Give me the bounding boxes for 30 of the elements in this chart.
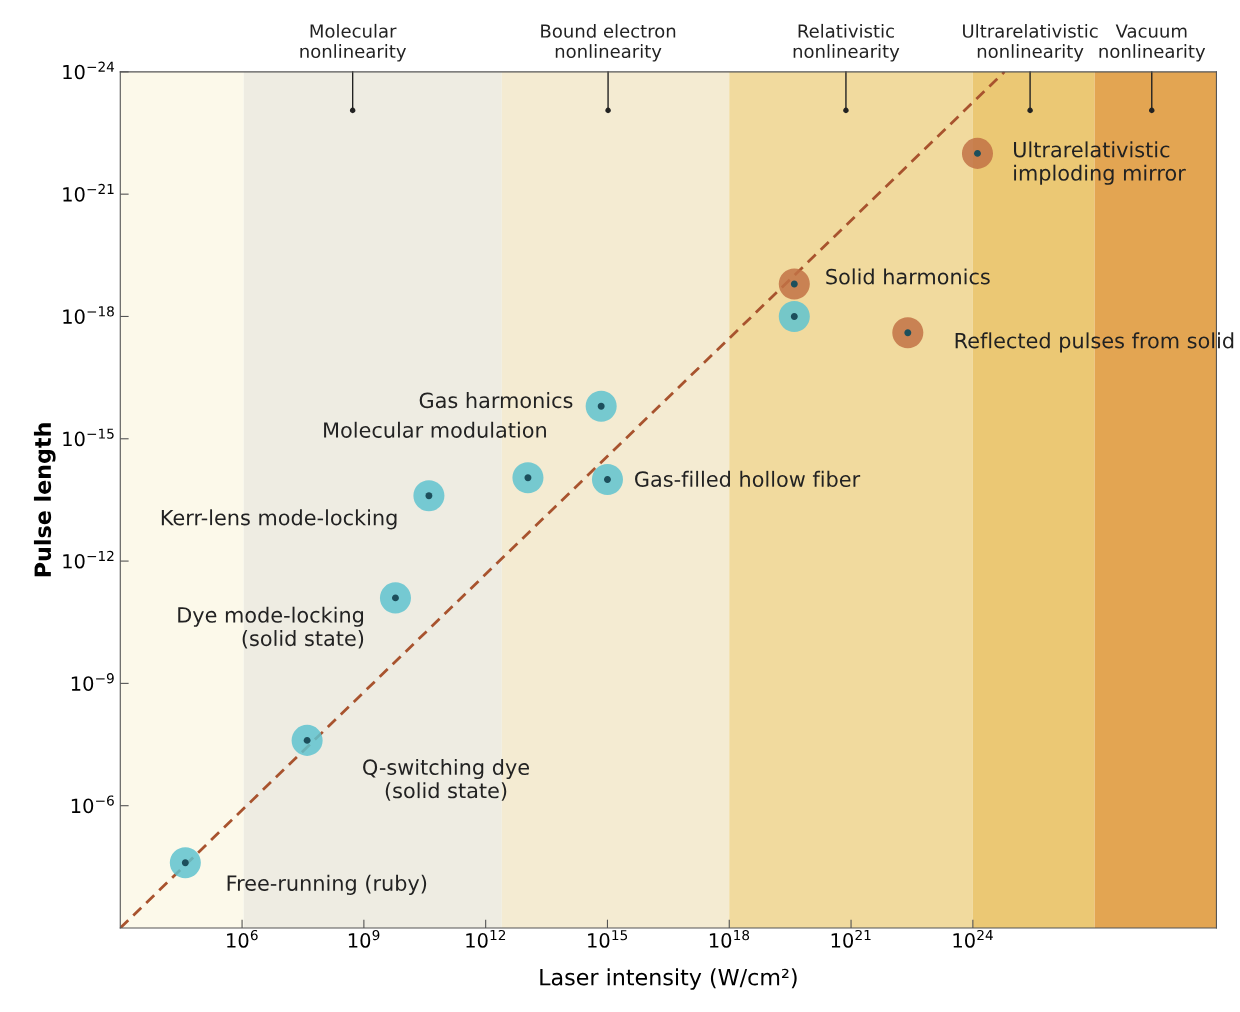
x-tick-label: 10$^{18}$ [709, 929, 750, 948]
annotation: Ultrarelativistic imploding mirror [1014, 141, 1186, 185]
annotation: Dye mode-locking (solid state) [178, 606, 364, 649]
x-tick-label: 10$^{12}$ [466, 929, 506, 948]
y-tick-label: 10$^{−9}$ [71, 673, 114, 691]
y-tick-label: 10$^{−15}$ [63, 428, 114, 447]
text: Molecular nonlinearity [300, 23, 407, 62]
x-tick-label: 10$^{6}$ [227, 929, 258, 948]
x-tick-label: 10$^{21}$ [831, 929, 871, 948]
y-tick-label: 10$^{−6}$ [71, 795, 114, 814]
annotation: Free-running (ruby) [227, 874, 427, 895]
x-axis-title: Laser intensity (W/cm²) [540, 968, 797, 990]
annotation: Gas harmonics [419, 392, 573, 409]
x-tick-label: 10$^{24}$ [953, 929, 993, 948]
annotation: Q-switching dye (solid state) [363, 758, 529, 801]
y-tick-label: 10$^{−18}$ [63, 306, 114, 324]
text: Vacuum nonlinearity [1099, 24, 1206, 62]
annotation: Gas-filled hollow fiber [635, 470, 861, 487]
annotation: Kerr-lens mode-locking [161, 509, 397, 530]
annotation: Molecular modulation [324, 421, 546, 438]
text: Ultrarelativistic nonlinearity [963, 23, 1098, 62]
text: Relativistic nonlinearity [793, 23, 900, 62]
annotation: Solid harmonics [826, 268, 990, 285]
y-tick-label: 10$^{−21}$ [63, 183, 114, 202]
y-tick-label: 10$^{−24}$ [63, 61, 115, 80]
text: Bound electron nonlinearity [541, 23, 676, 62]
x-tick-label: 10$^{9}$ [348, 929, 380, 948]
y-tick-label: 10$^{−12}$ [63, 550, 114, 569]
x-tick-label: 10$^{15}$ [588, 930, 628, 948]
y-axis-title: Pulse length [33, 423, 56, 577]
